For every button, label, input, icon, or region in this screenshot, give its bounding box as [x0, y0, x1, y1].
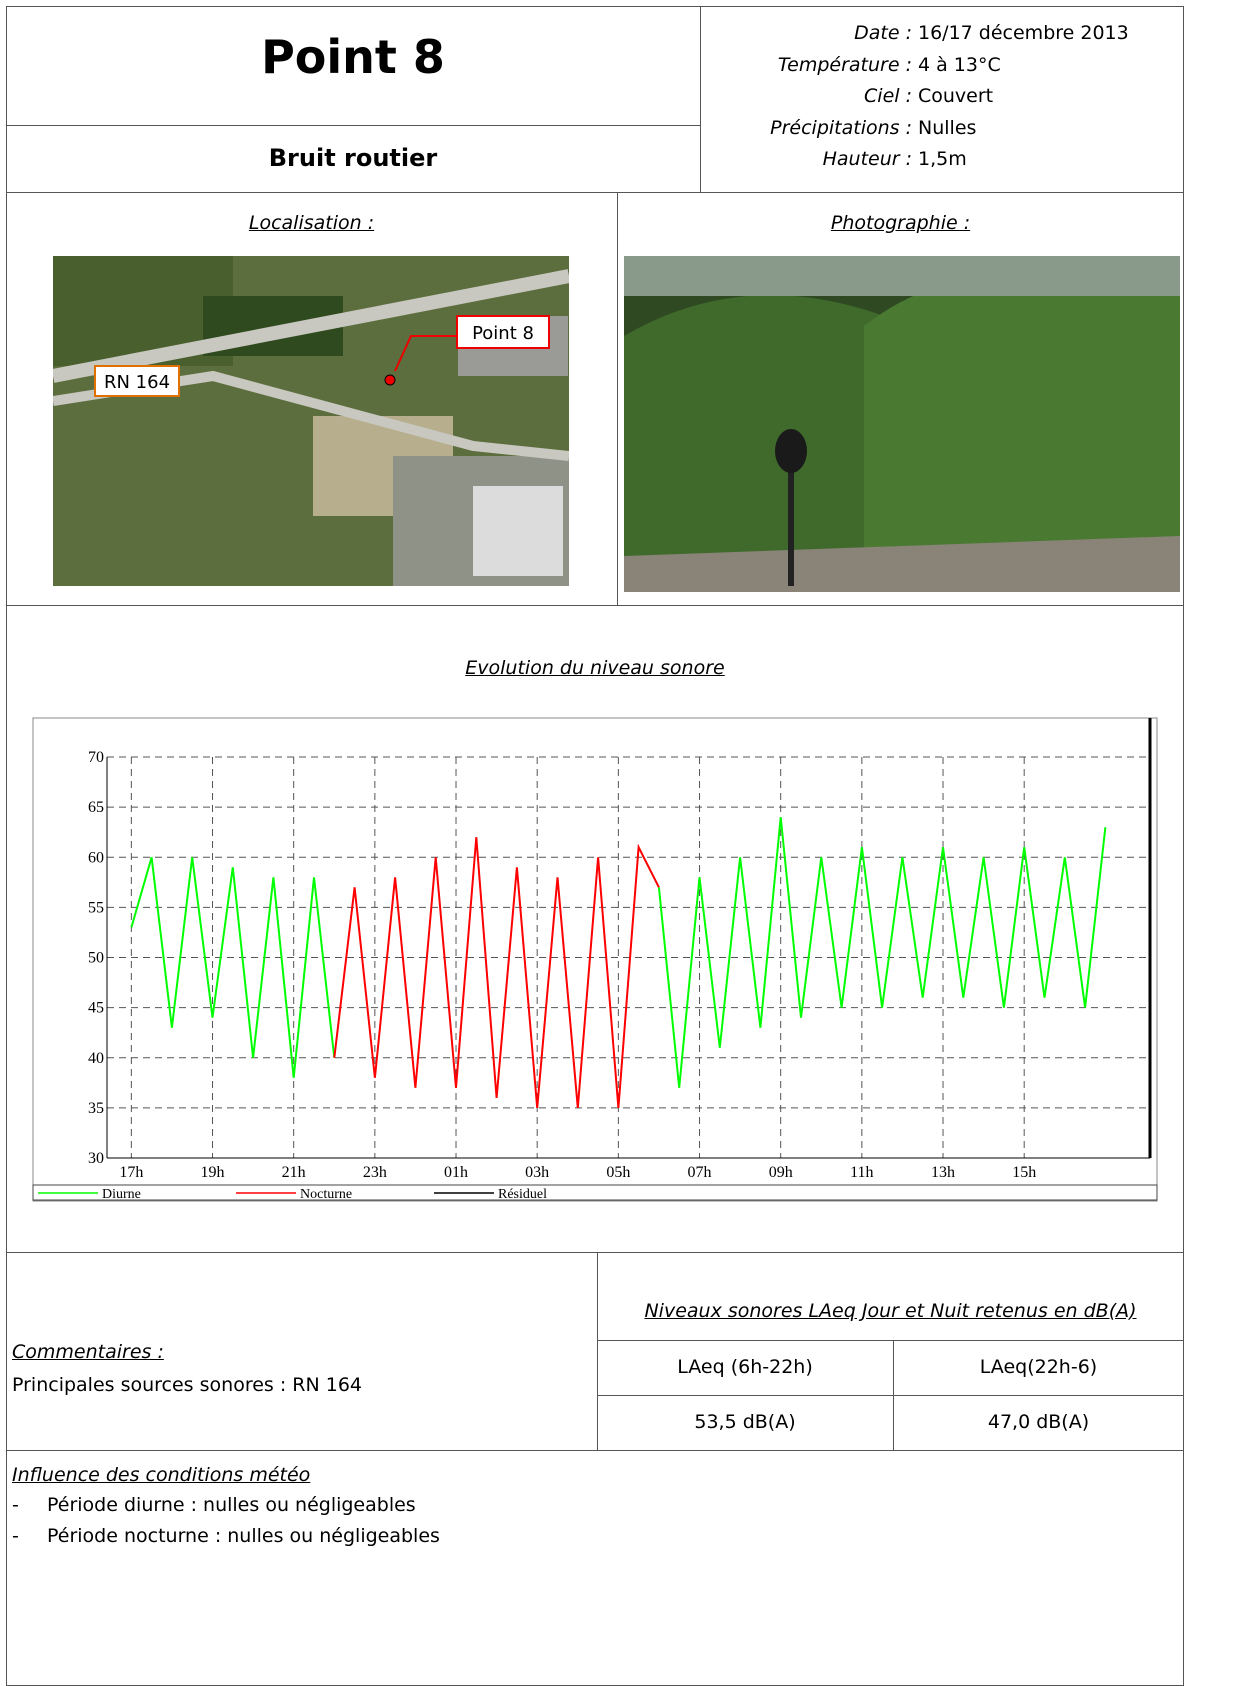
y-tick-label: 60 — [88, 849, 104, 866]
meta-label: Température : — [777, 53, 912, 76]
map-label: RN 164 — [104, 372, 170, 393]
title: Point 8 — [261, 30, 445, 84]
y-tick-label: 35 — [88, 1100, 104, 1117]
map-image: Point 8 RN 164 — [53, 256, 569, 586]
table-cell: 47,0 dB(A) — [987, 1411, 1090, 1433]
divider — [597, 1252, 598, 1450]
section-title: Photographie : — [830, 212, 971, 234]
legend-label: Résiduel — [498, 1187, 547, 1202]
divider — [6, 125, 700, 126]
meta-value: Nulles — [918, 116, 977, 139]
comments-text: Principales sources sonores : RN 164 — [12, 1374, 362, 1396]
x-tick-label: 09h — [769, 1164, 793, 1181]
meta-row: Précipitations : Nulles — [700, 117, 1184, 149]
divider — [617, 192, 618, 605]
x-tick-label: 05h — [606, 1164, 630, 1181]
bullet: - — [12, 1524, 19, 1547]
meteo-text: Période diurne : nulles ou négligeables — [47, 1494, 416, 1516]
meta-row: Date : 16/17 décembre 2013 — [700, 22, 1184, 54]
table-line — [597, 1395, 1184, 1396]
meta-value: 16/17 décembre 2013 — [918, 22, 1129, 44]
x-tick-label: 01h — [444, 1164, 468, 1181]
photo-image — [624, 256, 1180, 592]
subtitle: Bruit routier — [268, 144, 438, 172]
y-tick-label: 55 — [88, 899, 104, 916]
divider — [6, 1450, 1184, 1451]
y-tick-label: 65 — [88, 799, 104, 816]
y-tick-label: 50 — [88, 950, 104, 967]
table-cell: 53,5 dB(A) — [694, 1411, 796, 1433]
meta-row: Température : 4 à 13°C — [700, 54, 1184, 86]
meta-label: Précipitations : — [770, 116, 912, 139]
chart: 30 35 40 45 50 55 60 65 70 17h 19h 21h 23h 01h 03h 05h 0… — [32, 717, 1158, 1202]
meta-label: Ciel : — [864, 85, 912, 107]
y-tick-label: 45 — [88, 1000, 104, 1017]
meteo-text: Période nocturne : nulles ou négligeable… — [47, 1524, 440, 1547]
legend — [32, 1184, 1158, 1201]
meta-label: Hauteur : — [822, 148, 912, 170]
divider — [6, 605, 1184, 606]
chart-title: Evolution du niveau sonore — [465, 657, 725, 679]
table-line — [597, 1340, 1184, 1341]
meta-label: Date : — [854, 22, 912, 44]
x-tick-label: 11h — [850, 1164, 873, 1181]
x-tick-label: 23h — [363, 1164, 387, 1181]
x-tick-label: 03h — [525, 1164, 549, 1181]
x-tick-label: 21h — [282, 1164, 306, 1181]
y-tick-label: 40 — [88, 1050, 104, 1067]
meta-value: 4 à 13°C — [918, 53, 1001, 76]
bullet: - — [12, 1494, 19, 1516]
table-line — [893, 1340, 894, 1450]
x-tick-label: 17h — [119, 1164, 143, 1181]
x-tick-label: 13h — [931, 1164, 955, 1181]
divider — [6, 192, 1184, 193]
legend-label: Diurne — [102, 1187, 141, 1202]
meta-value: Couvert — [918, 85, 994, 107]
chart-frame — [32, 717, 1158, 1202]
y-tick-label: 30 — [88, 1150, 104, 1167]
table-header: LAeq (6h-22h) — [677, 1356, 813, 1378]
meta-value: 1,5m — [918, 148, 967, 170]
meteo-title: Influence des conditions météo — [12, 1464, 311, 1486]
x-tick-label: 07h — [688, 1164, 712, 1181]
x-tick-label: 19h — [201, 1164, 225, 1181]
series-line — [130, 817, 1107, 1088]
table-header: LAeq(22h-6) — [979, 1356, 1098, 1378]
meta-row: Ciel : Couvert — [700, 85, 1184, 117]
divider — [700, 6, 701, 192]
section-title: Localisation : — [248, 212, 375, 234]
x-tick-label: 15h — [1012, 1164, 1036, 1181]
meta-row: Hauteur : 1,5m — [700, 148, 1184, 180]
comments-title: Commentaires : — [12, 1341, 164, 1363]
y-tick-label: 70 — [88, 749, 104, 766]
divider — [6, 1252, 1184, 1253]
map-label: Point 8 — [472, 323, 534, 344]
table-title: Niveaux sonores LAeq Jour et Nuit retenu… — [644, 1300, 1137, 1322]
meta: Date : 16/17 décembre 2013 Température : 4 … — [700, 22, 1184, 180]
series-line — [333, 837, 660, 1108]
legend-label: Nocturne — [300, 1187, 352, 1202]
